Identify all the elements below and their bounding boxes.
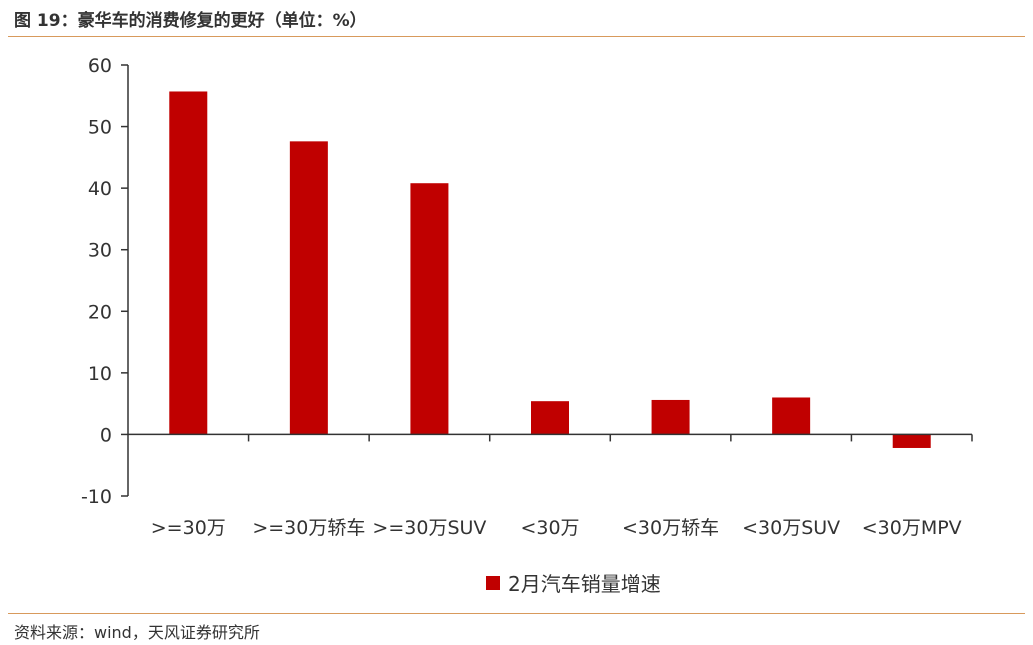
x-axis-labels: >=30万 >=30万轿车 >=30万SUV <30万 <30万轿车 <30万SUV <30…	[151, 517, 962, 539]
title-divider	[8, 36, 1025, 37]
x-tick-label: <30万MPV	[862, 517, 962, 539]
y-tick-label: 10	[88, 363, 112, 385]
bar	[892, 434, 931, 448]
bar-chart: -10 0 10 20 30 40 50 60 >=30万 >=30万轿车 >=30万SUV <30…	[81, 55, 973, 596]
figure-title: 图 19：豪华车的消费修复的更好（单位：%）	[14, 11, 367, 31]
y-tick-label: -10	[81, 486, 112, 508]
y-tick-label: 20	[88, 301, 112, 323]
legend-swatch	[486, 576, 500, 590]
bar	[772, 397, 811, 435]
bar	[169, 91, 208, 435]
x-tick-label: <30万SUV	[742, 517, 840, 539]
y-tick-label: 60	[88, 55, 112, 77]
bar	[289, 141, 328, 435]
y-tick-label: 40	[88, 178, 112, 200]
y-tick-label: 50	[88, 117, 112, 139]
x-tick-label: <30万	[520, 517, 579, 539]
y-tick-label: 0	[100, 424, 112, 446]
legend-label: 2月汽车销量增速	[508, 572, 661, 596]
source-divider	[8, 613, 1025, 614]
x-tick-label: <30万轿车	[622, 517, 719, 539]
bar	[531, 401, 569, 435]
y-axis-ticks: -10 0 10 20 30 40 50 60	[81, 55, 128, 508]
bars-group	[169, 91, 931, 448]
x-axis	[128, 433, 973, 442]
bar	[651, 399, 690, 435]
x-tick-label: >=30万	[151, 517, 226, 539]
source-note: 资料来源：wind，天风证券研究所	[14, 623, 260, 642]
bar	[410, 183, 449, 435]
x-tick-label: >=30万SUV	[372, 517, 486, 539]
y-tick-label: 30	[88, 240, 112, 262]
x-tick-label: >=30万轿车	[252, 517, 365, 539]
legend: 2月汽车销量增速	[486, 572, 661, 596]
